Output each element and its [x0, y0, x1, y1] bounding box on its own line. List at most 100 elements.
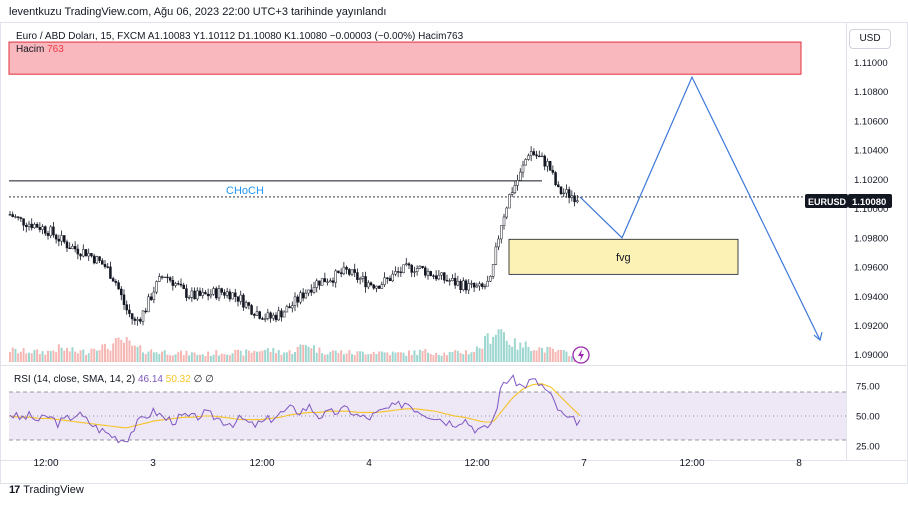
- volume-bar: [120, 339, 123, 362]
- candle-body: [570, 195, 574, 198]
- candle-body: [312, 287, 316, 293]
- candle-body: [54, 234, 58, 240]
- volume-bar: [163, 350, 166, 362]
- currency-button[interactable]: USD: [849, 29, 891, 49]
- time-tick-1: 3: [150, 458, 156, 469]
- volume-bar: [481, 348, 484, 362]
- candle-body: [60, 235, 63, 242]
- volume-bar: [437, 354, 440, 362]
- candle-body: [196, 290, 199, 300]
- candle-body: [201, 292, 204, 296]
- candle-body: [30, 223, 33, 229]
- volume-bar: [372, 351, 375, 362]
- candle-body: [280, 310, 283, 318]
- candle-body: [299, 292, 302, 303]
- candle-body: [152, 291, 156, 300]
- price-tick-6: 1.10200: [854, 175, 888, 186]
- time-axis: 12:00 3 12:00 4 12:00 7 12:00 8: [33, 458, 802, 469]
- volume-bar: [342, 354, 345, 362]
- candle-body: [22, 218, 25, 226]
- candle-body: [206, 293, 210, 297]
- candle-body: [320, 278, 324, 286]
- volume-bar: [315, 352, 318, 362]
- time-tick-0: 12:00: [33, 458, 58, 469]
- volume-bar: [435, 352, 438, 362]
- price-tick-0: 1.09000: [854, 350, 888, 361]
- volume-bar: [470, 352, 473, 362]
- volume-bar: [313, 345, 315, 362]
- volume-bar: [95, 350, 98, 362]
- volume-bar: [76, 353, 79, 362]
- candle-body: [410, 264, 413, 273]
- candle-body: [413, 271, 416, 273]
- price-chart[interactable]: 1.09000 1.09200 1.09400 1.09600 1.09800 1.100…: [0, 22, 908, 484]
- candle-body: [212, 288, 215, 295]
- candle-body: [334, 270, 337, 283]
- volume-bar: [207, 351, 210, 362]
- candle-body: [432, 275, 435, 277]
- volume-bar: [546, 346, 549, 362]
- price-tick-3: 1.09600: [854, 263, 888, 274]
- volume-bar: [79, 350, 82, 362]
- candle-body: [296, 296, 299, 303]
- candle-body: [524, 159, 527, 166]
- volume-bar: [158, 354, 161, 362]
- volume-bar: [150, 349, 153, 362]
- volume-bar: [239, 350, 242, 362]
- candle-body: [483, 285, 487, 288]
- candle-body: [14, 216, 17, 218]
- volume-value: 763: [47, 44, 64, 55]
- volume-bar: [169, 355, 172, 362]
- candle-body: [174, 283, 177, 286]
- candle-body: [79, 253, 82, 257]
- volume-bar: [399, 352, 402, 362]
- chart-area[interactable]: 1.09000 1.09200 1.09400 1.09600 1.09800 1.100…: [0, 22, 908, 484]
- volume-bar: [554, 351, 557, 362]
- candle-body: [141, 310, 145, 322]
- volume-bar: [155, 352, 158, 362]
- price-tag: EURUSD 1.10080: [805, 194, 892, 208]
- candle-body: [367, 282, 370, 288]
- candle-body: [19, 217, 23, 219]
- candle-body: [277, 310, 280, 321]
- candle-body: [253, 314, 256, 316]
- candle-body: [187, 297, 191, 299]
- volume-bar: [291, 354, 294, 362]
- candle-body: [329, 280, 332, 283]
- candle-body: [418, 265, 422, 269]
- footer-brand: TradingView: [23, 484, 84, 496]
- candle-body: [472, 283, 476, 288]
- volume-bar: [448, 351, 451, 362]
- candle-body: [168, 277, 172, 281]
- volume-bar: [258, 351, 261, 362]
- candle-body: [356, 272, 359, 280]
- symbol-legend: Euro / ABD Doları, 15, FXCM A1.10083 Y1.…: [16, 30, 463, 56]
- volume-bar: [52, 350, 55, 362]
- candle-body: [350, 269, 354, 275]
- candle-body: [342, 266, 346, 275]
- lightning-icon[interactable]: [572, 346, 590, 364]
- candle-body: [63, 235, 66, 243]
- volume-bar: [9, 352, 11, 362]
- volume-bar: [109, 350, 112, 362]
- candle-body: [190, 290, 194, 298]
- volume-bar: [310, 348, 313, 362]
- volume-bar: [570, 356, 573, 362]
- volume-bar: [503, 332, 505, 362]
- volume-bar: [326, 354, 329, 362]
- candle-body: [394, 271, 397, 275]
- volume-bar: [418, 349, 421, 362]
- published-line: leventkuzu TradingView.com, Ağu 06, 2023…: [9, 6, 387, 18]
- time-tick-2: 12:00: [249, 458, 274, 469]
- volume-bar: [123, 342, 125, 362]
- candle-body: [90, 253, 93, 257]
- candle-body: [261, 318, 264, 320]
- candle-body: [73, 246, 77, 250]
- volume-bar: [527, 346, 530, 362]
- candle-body: [500, 225, 503, 240]
- volume-bar: [359, 351, 362, 362]
- volume-bar: [98, 350, 101, 362]
- candle-body: [437, 274, 441, 280]
- candle-body: [25, 225, 28, 228]
- volume-bar: [513, 338, 516, 362]
